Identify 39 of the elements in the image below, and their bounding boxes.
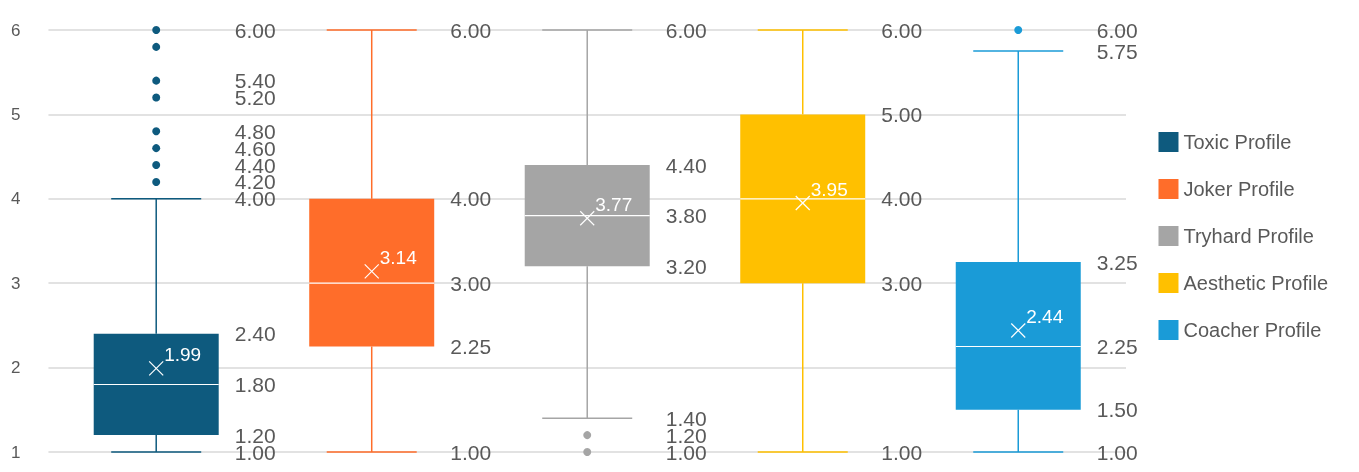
legend-label: Tryhard Profile [1183,225,1314,247]
y-tick-label: 2 [10,358,21,378]
text: 4.00 [881,187,923,211]
text: 3.80 [665,204,707,228]
text: 2.44 [1026,306,1064,328]
text: 2.25 [450,335,492,358]
text: 6.00 [234,18,276,42]
text: 3.14 [379,247,417,269]
y-tick-label: 3 [10,273,21,293]
text: 2.40 [234,322,276,346]
text: 4.40 [665,153,707,177]
text: 3.00 [881,271,923,295]
legend-label: Coacher Profile [1183,319,1322,341]
legend-label: Aesthetic Profile [1183,272,1328,294]
text: 1.00 [1096,440,1138,464]
text: 1.99 [164,344,202,366]
text: 1.80 [234,372,276,396]
text: 6.00 [665,18,707,42]
text: 4.00 [450,187,492,211]
text: 3.20 [665,254,707,278]
text: 3.95 [810,179,848,201]
y-tick-label: 1 [10,442,21,462]
text: 1.00 [881,440,923,464]
text: 3.77 [595,194,633,216]
text: 6.00 [1096,18,1138,42]
text: 3.25 [1096,250,1138,274]
text: 1.00 [450,440,492,464]
text: 2.25 [1096,335,1138,358]
text: 6.00 [881,18,923,42]
y-tick-label: 6 [10,20,21,40]
text: 5.75 [1096,39,1138,63]
y-tick-label: 5 [10,104,21,124]
y-tick-label: 4 [10,189,21,209]
text: 1.50 [1096,398,1138,422]
text: 5.00 [881,102,923,126]
text: 6.00 [450,18,492,42]
text: 3.00 [450,271,492,295]
legend-label: Toxic Profile [1183,131,1292,153]
legend-label: Joker Profile [1183,178,1295,200]
